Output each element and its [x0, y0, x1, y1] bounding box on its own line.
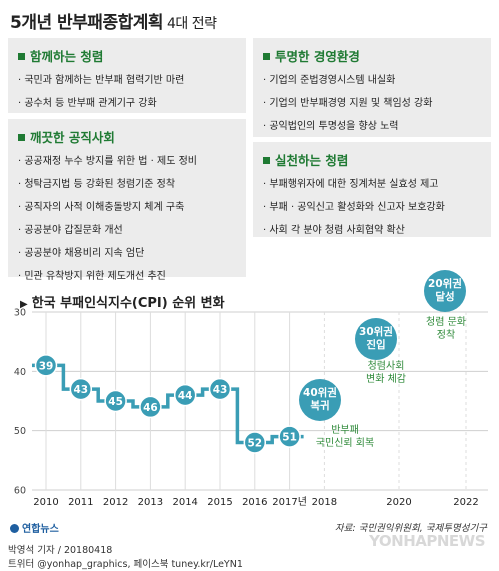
logo-icon	[10, 524, 19, 533]
data-label: 44	[178, 390, 193, 402]
x-tick-label: 2010	[33, 497, 58, 508]
panel-list: 국민과 함께하는 반부패 협력기반 마련 공수처 등 반부패 관계기구 강화	[18, 71, 236, 109]
x-tick-label: 2018	[312, 497, 337, 508]
title-main: 5개년 반부패종합계획	[10, 13, 164, 33]
list-item: 민관 유착방지 위한 제도개선 추진	[18, 267, 236, 282]
list-item: 공공재정 누수 방지를 위한 법 · 제도 정비	[18, 152, 236, 167]
milestone-30: 30위권 진입	[355, 318, 397, 360]
goal-20: 청렴 문화 정착	[418, 316, 474, 342]
list-item: 공공분야 갑질문화 개선	[18, 221, 236, 236]
data-label: 45	[108, 396, 123, 408]
list-item: 기업의 반부패경영 지원 및 책임성 강화	[263, 94, 481, 109]
list-item: 부패 · 공익신고 활성화와 신고자 보호강화	[263, 198, 481, 213]
x-tick-label: 2013	[138, 497, 163, 508]
data-label: 43	[73, 384, 88, 396]
data-label: 46	[143, 402, 158, 414]
y-tick-label: 30	[14, 308, 26, 319]
goal-40: 반부패 국민신뢰 회복	[308, 424, 382, 450]
milestone-status: 진입	[366, 339, 386, 351]
list-item: 기업의 준법경영시스템 내실화	[263, 71, 481, 86]
data-label: 52	[247, 438, 262, 450]
title-sub: 4대 전략	[167, 16, 217, 32]
square-bullet-icon	[18, 134, 25, 141]
milestone-rank: 30위권	[359, 325, 393, 338]
x-tick-label: 2016	[242, 497, 267, 508]
milestone-rank: 20위권	[428, 277, 462, 290]
x-tick-label: 2014	[172, 497, 197, 508]
data-label: 43	[213, 384, 228, 396]
panel-list: 공공재정 누수 방지를 위한 법 · 제도 정비 청탁금지법 등 강화된 청렴기…	[18, 152, 236, 282]
x-tick-label: 2015	[207, 497, 232, 508]
square-bullet-icon	[18, 53, 25, 60]
square-bullet-icon	[263, 53, 270, 60]
y-tick-label: 60	[14, 486, 26, 497]
x-tick-label: 2012	[103, 497, 128, 508]
goal-line: 정착	[436, 330, 456, 341]
data-label: 51	[282, 432, 297, 444]
milestone-40: 40위권 복귀	[299, 379, 341, 421]
x-tick-label: 2017년	[272, 496, 307, 508]
goal-30: 청렴사회 변화 체감	[356, 360, 416, 386]
goal-line: 청렴사회	[367, 361, 405, 372]
data-point	[104, 389, 127, 413]
data-point	[139, 395, 162, 419]
x-tick-label: 2011	[68, 497, 93, 508]
strategy-panel-transparent: 투명한 경영환경 기업의 준법경영시스템 내실화 기업의 반부패경영 지원 및 …	[253, 38, 491, 137]
data-label: 39	[39, 360, 54, 372]
list-item: 국민과 함께하는 반부패 협력기반 마련	[18, 71, 236, 86]
x-tick-label: 2022	[453, 497, 478, 508]
goal-line: 청렴 문화	[426, 317, 466, 328]
panel-heading: 함께하는 청렴	[18, 46, 236, 65]
list-item: 공수처 등 반부패 관계기구 강화	[18, 94, 236, 109]
strategy-panel-clean: 깨끗한 공직사회 공공재정 누수 방지를 위한 법 · 제도 정비 청탁금지법 …	[8, 119, 246, 282]
milestone-20: 20위권 달성	[424, 270, 466, 312]
data-point	[208, 377, 232, 401]
list-item: 사회 각 분야 청렴 사회협약 확산	[263, 221, 481, 236]
panel-heading: 깨끗한 공직사회	[18, 127, 236, 146]
triangle-icon: ▶	[20, 299, 28, 310]
goal-line: 국민신뢰 회복	[315, 438, 375, 449]
list-item: 부패행위자에 대한 징계처분 실효성 제고	[263, 175, 481, 190]
credit-line: 트위터 @yonhap_graphics, 페이스북 tuney.kr/LeYN…	[8, 559, 243, 570]
panel-list: 기업의 준법경영시스템 내실화 기업의 반부패경영 지원 및 책임성 강화 공익…	[263, 71, 481, 132]
y-tick-label: 40	[14, 367, 26, 378]
milestone-status: 복귀	[310, 400, 330, 412]
list-item: 청탁금지법 등 강화된 청렴기준 정착	[18, 175, 236, 190]
list-item: 공직자의 사적 이해충돌방지 체계 구축	[18, 198, 236, 213]
watermark: YONHAPNEWS	[369, 532, 485, 550]
milestone-rank: 40위권	[303, 386, 337, 399]
panel-list: 부패행위자에 대한 징계처분 실효성 제고 부패 · 공익신고 활성화와 신고자…	[263, 175, 481, 236]
data-point	[243, 431, 267, 454]
data-point	[69, 377, 93, 401]
strategy-panel-together: 함께하는 청렴 국민과 함께하는 반부패 협력기반 마련 공수처 등 반부패 관…	[8, 38, 246, 113]
publisher-logo: 연합뉴스	[10, 520, 59, 535]
list-item: 공공분야 채용비리 지속 엄단	[18, 244, 236, 259]
goal-line: 반부패	[331, 425, 359, 436]
panel-heading: 투명한 경영환경	[263, 46, 481, 65]
list-item: 공익법인의 투명성을 향상 노력	[263, 117, 481, 132]
panel-heading: 실천하는 청렴	[263, 150, 481, 169]
x-tick-label: 2020	[386, 497, 411, 508]
square-bullet-icon	[263, 157, 270, 164]
data-point	[173, 383, 197, 407]
chart-title: ▶ 한국 부패인식지수(CPI) 순위 변화	[20, 296, 225, 311]
data-point	[278, 425, 301, 448]
goal-line: 변화 체감	[366, 374, 406, 385]
y-tick-label: 50	[14, 426, 26, 437]
strategy-panel-practice: 실천하는 청렴 부패행위자에 대한 징계처분 실효성 제고 부패 · 공익신고 …	[253, 142, 491, 237]
page-title: 5개년 반부패종합계획 4대 전략	[10, 8, 217, 33]
milestone-status: 달성	[435, 291, 455, 303]
data-point	[34, 354, 58, 377]
source-note: 자료: 국민권익위원회, 국제투명성기구	[334, 523, 487, 534]
credit-line: 박영석 기자 / 20180418	[8, 545, 113, 556]
